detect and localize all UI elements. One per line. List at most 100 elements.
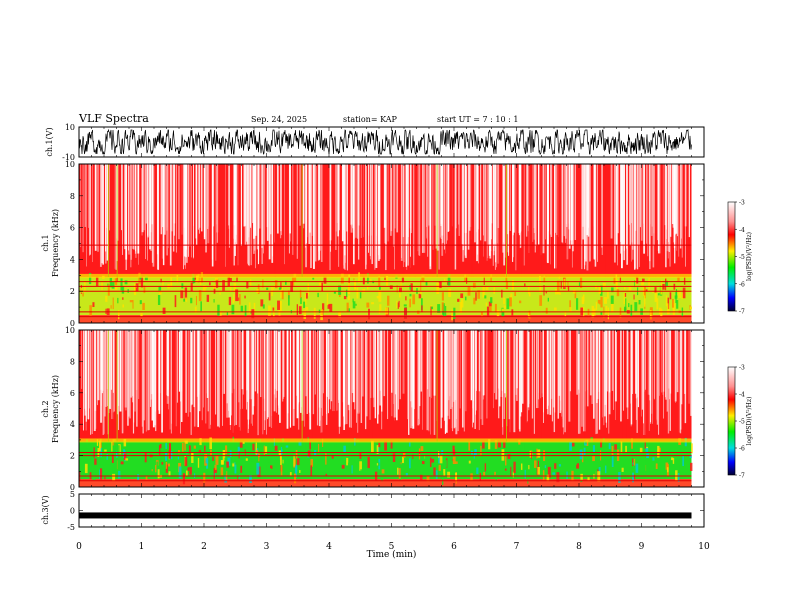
- spec-streak: [675, 330, 676, 403]
- spec-texture: [508, 297, 512, 307]
- spec-texture: [448, 288, 452, 297]
- spec-texture: [84, 463, 88, 474]
- spec-streak: [99, 164, 102, 267]
- spec-burst: [234, 330, 236, 442]
- spectrogram-layer: [79, 164, 693, 487]
- spec-streak: [271, 164, 274, 263]
- spec-streak: [97, 164, 99, 252]
- spec-texture: [273, 287, 275, 291]
- spec-texture: [219, 292, 221, 295]
- spec-streak: [622, 164, 624, 245]
- spec-streak: [338, 330, 341, 427]
- spec-streak: [369, 164, 371, 257]
- spec-streak: [522, 330, 524, 404]
- spec-texture: [511, 309, 514, 316]
- spec-texture: [243, 445, 245, 454]
- spec-burst: [567, 164, 569, 277]
- spec-texture: [567, 281, 569, 290]
- spec-streak: [617, 164, 619, 234]
- spec-texture: [296, 304, 299, 316]
- spec-texture: [480, 454, 483, 465]
- spec-texture: [224, 475, 228, 483]
- spec-streak: [136, 330, 138, 427]
- spec-burst: [114, 164, 116, 277]
- spec-streak: [684, 164, 687, 227]
- spec-texture: [453, 307, 456, 319]
- spec-streak: [418, 164, 421, 256]
- spec-streak: [674, 164, 677, 235]
- colorbar-tick-label: -4: [739, 392, 745, 399]
- spec-streak: [161, 330, 163, 433]
- spec-streak: [668, 164, 669, 243]
- spec-texture: [104, 476, 106, 480]
- spec-burst: [470, 164, 472, 277]
- spec-texture: [648, 278, 650, 290]
- spec-streak: [593, 164, 596, 259]
- spec-streak: [369, 330, 371, 420]
- spec-streak: [341, 164, 344, 242]
- spec-texture: [168, 443, 172, 453]
- spec-texture: [249, 474, 252, 483]
- spec-streak: [407, 164, 409, 244]
- spec-streak: [587, 164, 590, 237]
- spec-texture: [400, 281, 402, 289]
- spec-texture: [238, 297, 240, 301]
- spec-streak: [611, 330, 614, 391]
- spec-streak: [615, 164, 618, 246]
- spec-streak: [450, 330, 452, 410]
- spec-texture: [286, 465, 290, 476]
- spec-texture: [675, 291, 677, 304]
- spec-streak: [145, 330, 147, 432]
- spec-texture: [340, 273, 344, 284]
- spec-streak: [351, 330, 354, 394]
- spec-burst: [362, 164, 364, 277]
- spec-texture: [473, 297, 476, 305]
- spec-burst: [285, 330, 287, 442]
- spec-texture: [94, 465, 98, 477]
- spec-burst: [336, 164, 338, 277]
- spec-texture: [402, 452, 406, 458]
- spec-texture: [232, 467, 234, 472]
- spec-texture: [452, 445, 455, 454]
- spec-burst: [239, 330, 241, 442]
- spec-texture: [167, 440, 170, 451]
- spec-texture: [234, 464, 237, 474]
- spec-texture: [251, 309, 255, 319]
- spec-streak: [440, 330, 442, 429]
- spec-burst: [666, 164, 668, 277]
- spec-streak: [247, 330, 250, 420]
- spec-texture: [611, 445, 614, 456]
- spec-streak: [557, 330, 559, 419]
- spec-streak: [492, 164, 495, 244]
- spec-streak: [125, 164, 127, 270]
- spec-texture: [208, 282, 211, 286]
- spec-texture: [599, 299, 601, 305]
- spec-texture: [94, 458, 97, 465]
- spec-streak: [246, 330, 247, 410]
- spec-streak: [525, 164, 528, 237]
- spec-texture: [244, 305, 247, 317]
- spec-streak: [438, 164, 440, 270]
- spec-texture: [325, 453, 327, 465]
- spec-streak: [88, 330, 89, 420]
- spec-streak: [568, 164, 571, 230]
- spec-streak: [350, 330, 352, 428]
- spec-texture: [296, 457, 300, 466]
- spec-texture: [376, 463, 379, 466]
- spec-streak: [383, 164, 386, 228]
- spec-texture: [322, 303, 325, 311]
- spec-streak: [574, 164, 576, 241]
- spec-streak: [502, 164, 504, 253]
- spec-streak: [142, 330, 145, 434]
- spec-streak: [608, 330, 611, 393]
- spec-texture: [351, 465, 353, 474]
- spec-texture: [512, 471, 514, 478]
- spec-streak: [598, 330, 601, 430]
- spec-streak: [317, 164, 320, 261]
- spec-texture: [162, 281, 164, 287]
- spec-texture: [132, 299, 134, 309]
- spec-texture: [213, 299, 215, 303]
- spec-streak: [647, 164, 649, 257]
- spec-streak: [130, 330, 132, 398]
